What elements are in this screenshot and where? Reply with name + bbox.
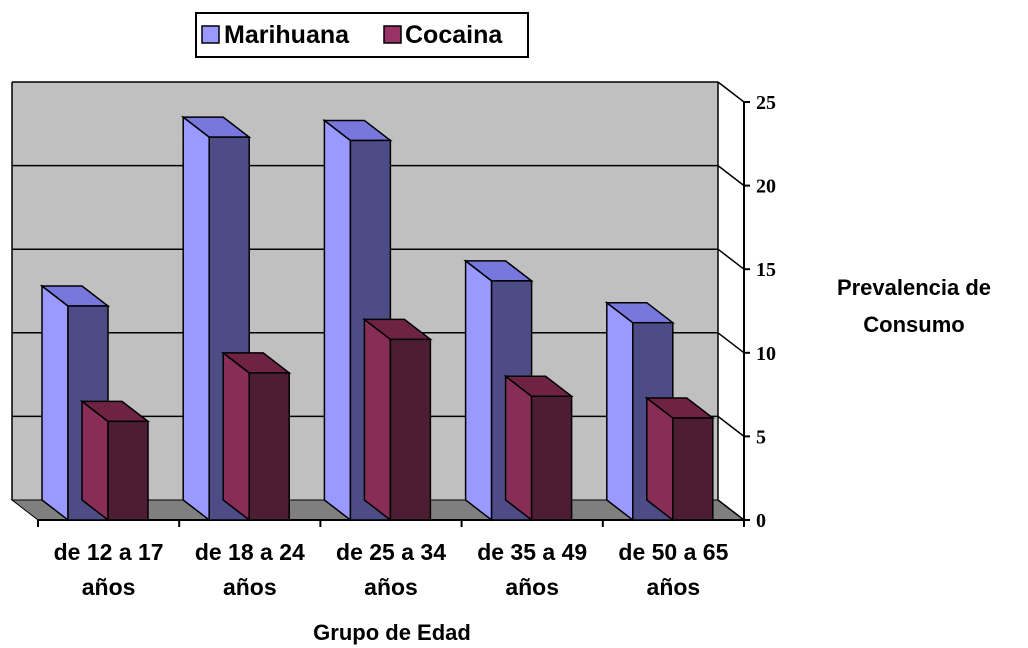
legend-label-marihuana: Marihuana bbox=[224, 21, 350, 49]
bar-cocaina bbox=[362, 317, 433, 522]
value-axis: 0 5 10 15 20 25 bbox=[717, 81, 776, 532]
x-category-label: de 12 a 17 años bbox=[54, 539, 164, 600]
x-category-label-line: de 25 a 34 bbox=[336, 539, 446, 565]
x-category-label-line: años bbox=[82, 574, 136, 600]
side-wall-gridline bbox=[717, 499, 745, 521]
x-category-label: de 35 a 49 años bbox=[477, 539, 587, 600]
side-wall-gridline bbox=[717, 415, 745, 437]
x-category-label: de 50 a 65 años bbox=[618, 539, 728, 600]
side-wall-gridline bbox=[717, 81, 745, 103]
y-tick-label: 25 bbox=[756, 92, 776, 114]
category-axis: de 12 a 17 años de 18 a 24 años de 25 a 34 añ… bbox=[37, 519, 745, 600]
bar-side bbox=[182, 115, 210, 522]
y-tick-label: 10 bbox=[756, 343, 776, 365]
bar-side bbox=[363, 317, 392, 522]
bar-cocaina bbox=[220, 351, 292, 522]
y-axis-title-line-1: Prevalencia de bbox=[837, 275, 991, 300]
y-axis-title-line-2: Consumo bbox=[863, 312, 964, 337]
bar-side bbox=[464, 259, 493, 522]
bar-front bbox=[107, 420, 149, 521]
side-wall-gridline bbox=[717, 248, 745, 270]
bar-side bbox=[323, 118, 352, 522]
bar-cocaina bbox=[503, 374, 574, 522]
bar-side bbox=[504, 374, 533, 522]
bars bbox=[39, 115, 716, 522]
side-wall-gridline bbox=[717, 165, 745, 187]
x-category-label-line: de 50 a 65 bbox=[618, 539, 728, 565]
legend-swatch-cocaina bbox=[383, 25, 402, 44]
x-category-label-line: de 18 a 24 bbox=[195, 539, 305, 565]
legend-swatch-marihuana bbox=[201, 25, 220, 44]
y-tick-label: 20 bbox=[756, 176, 776, 198]
legend-label-cocaina: Cocaina bbox=[405, 21, 503, 49]
x-category-label-line: años bbox=[647, 574, 701, 600]
bar-cocaina bbox=[79, 399, 151, 522]
x-category-label-line: años bbox=[364, 574, 418, 600]
x-category-label-line: de 12 a 17 bbox=[54, 539, 164, 565]
bar-side bbox=[606, 301, 634, 522]
legend-box bbox=[195, 12, 529, 58]
x-category-label-line: de 35 a 49 bbox=[477, 539, 587, 565]
x-category-label: de 18 a 24 años bbox=[195, 539, 305, 600]
x-category-label-line: años bbox=[223, 574, 277, 600]
bar-front bbox=[389, 338, 432, 521]
bar-front bbox=[248, 372, 290, 521]
y-tick-label: 15 bbox=[756, 259, 776, 281]
bar-front bbox=[530, 395, 573, 521]
side-wall-gridline bbox=[717, 332, 745, 354]
legend: Marihuana Cocaina bbox=[195, 12, 529, 58]
x-category-label-line: años bbox=[505, 574, 559, 600]
x-axis-title: Grupo de Edad bbox=[313, 620, 471, 645]
y-tick-label: 0 bbox=[756, 510, 766, 532]
bar-front bbox=[672, 417, 714, 521]
y-tick-label: 5 bbox=[756, 426, 766, 448]
bar-cocaina bbox=[644, 396, 716, 522]
x-category-label: de 25 a 34 años bbox=[336, 539, 446, 600]
bar-side bbox=[41, 284, 69, 522]
y-axis-title: Prevalencia de Consumo bbox=[837, 275, 991, 337]
bar-side bbox=[646, 396, 674, 522]
bar-side bbox=[222, 351, 250, 522]
